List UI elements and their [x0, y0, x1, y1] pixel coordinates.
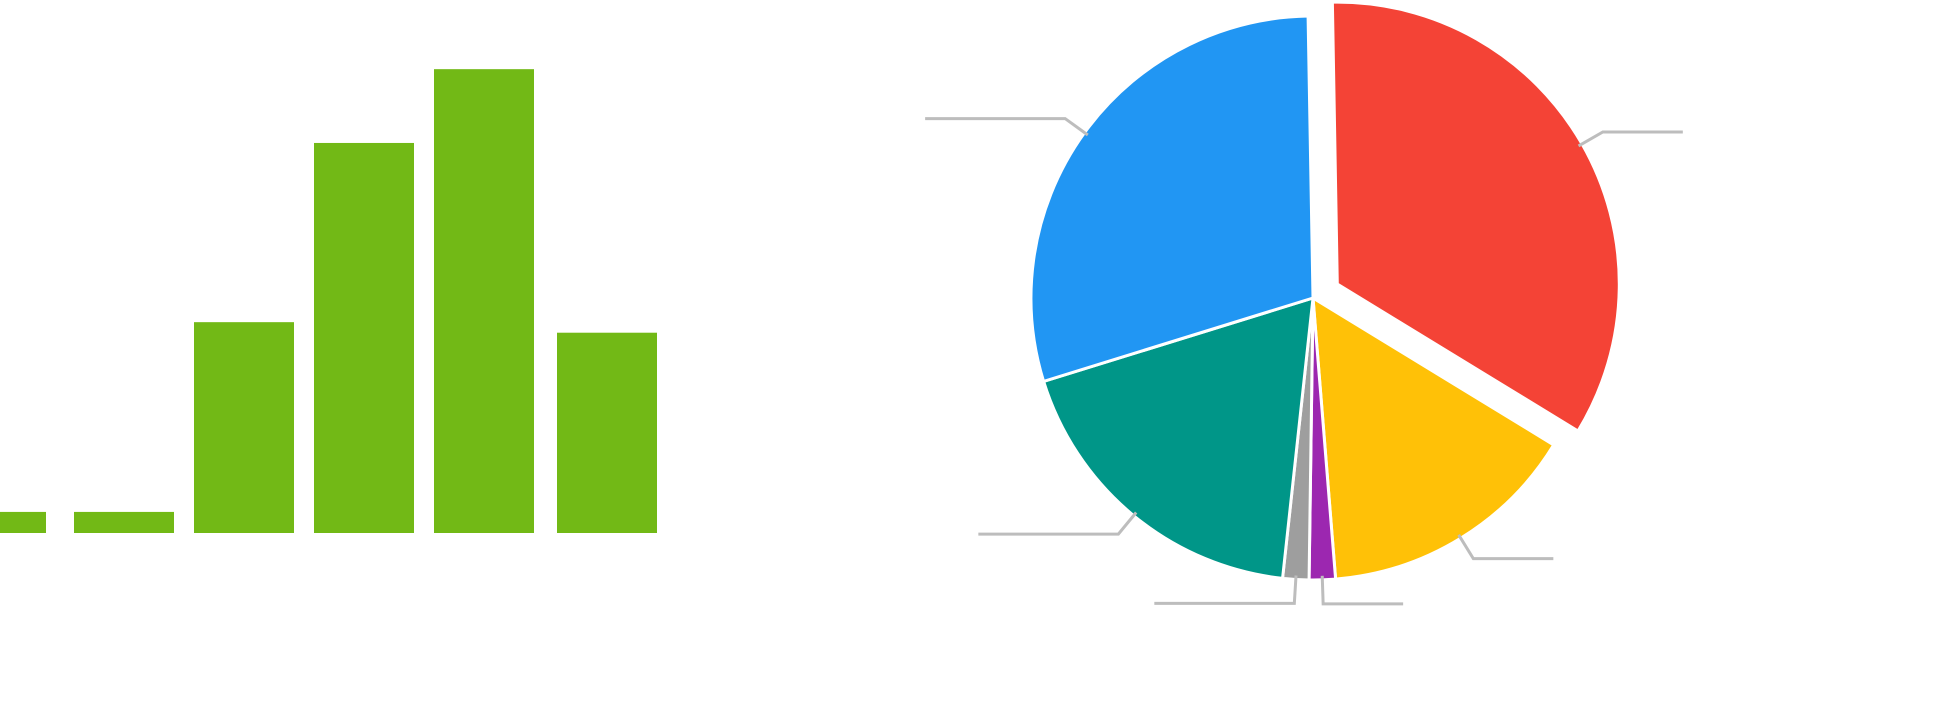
bar-4 [314, 142, 414, 534]
leader-line-1 [1577, 130, 1683, 148]
bar-chart [0, 69, 657, 534]
leader-line-4 [1154, 575, 1298, 605]
bar-5 [434, 69, 534, 534]
leader-line-2 [1457, 533, 1554, 561]
leader-line-6 [925, 117, 1089, 137]
bar-3 [194, 322, 294, 533]
bar-2 [74, 511, 174, 533]
leader-line-5 [978, 511, 1138, 536]
bar-1 [0, 511, 46, 533]
bar-6 [557, 332, 657, 533]
leader-line-3 [1320, 575, 1404, 606]
